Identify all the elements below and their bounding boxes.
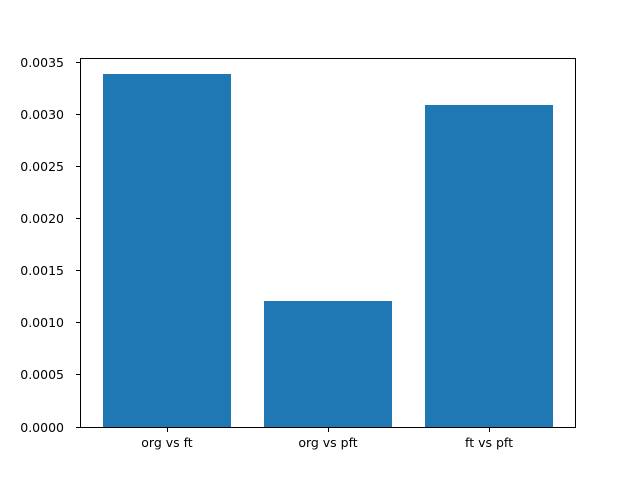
bar-org-vs-ft	[102, 73, 232, 427]
y-tick-mark	[76, 270, 80, 272]
y-tick-mark	[76, 166, 80, 168]
y-tick-mark	[76, 61, 80, 63]
y-tick-label: 0.0005	[20, 367, 64, 383]
y-tick-label: 0.0010	[20, 315, 64, 331]
y-tick-label: 0.0025	[20, 159, 64, 175]
y-tick-label: 0.0035	[20, 54, 64, 70]
y-tick-mark	[76, 374, 80, 376]
y-tick-label: 0.0020	[20, 211, 64, 227]
x-tick-mark	[327, 428, 329, 432]
x-tick-label-ft-vs-pft: ft vs pft	[465, 435, 513, 450]
y-tick-mark	[76, 218, 80, 220]
y-tick-label: 0.0030	[20, 107, 64, 122]
bar-ft-vs-pft	[424, 105, 554, 427]
y-tick-label: 0.0015	[20, 263, 64, 279]
x-tick-mark	[166, 428, 168, 432]
y-tick-label: 0.0000	[20, 419, 64, 435]
x-tick-label-org-vs-ft: org vs ft	[141, 435, 193, 450]
y-tick-mark	[76, 114, 80, 115]
x-tick-mark	[488, 428, 490, 432]
y-tick-mark	[76, 426, 80, 428]
bar-org-vs-pft	[263, 300, 393, 427]
x-tick-label-org-vs-pft: org vs pft	[298, 435, 358, 450]
y-tick-mark	[76, 322, 80, 324]
